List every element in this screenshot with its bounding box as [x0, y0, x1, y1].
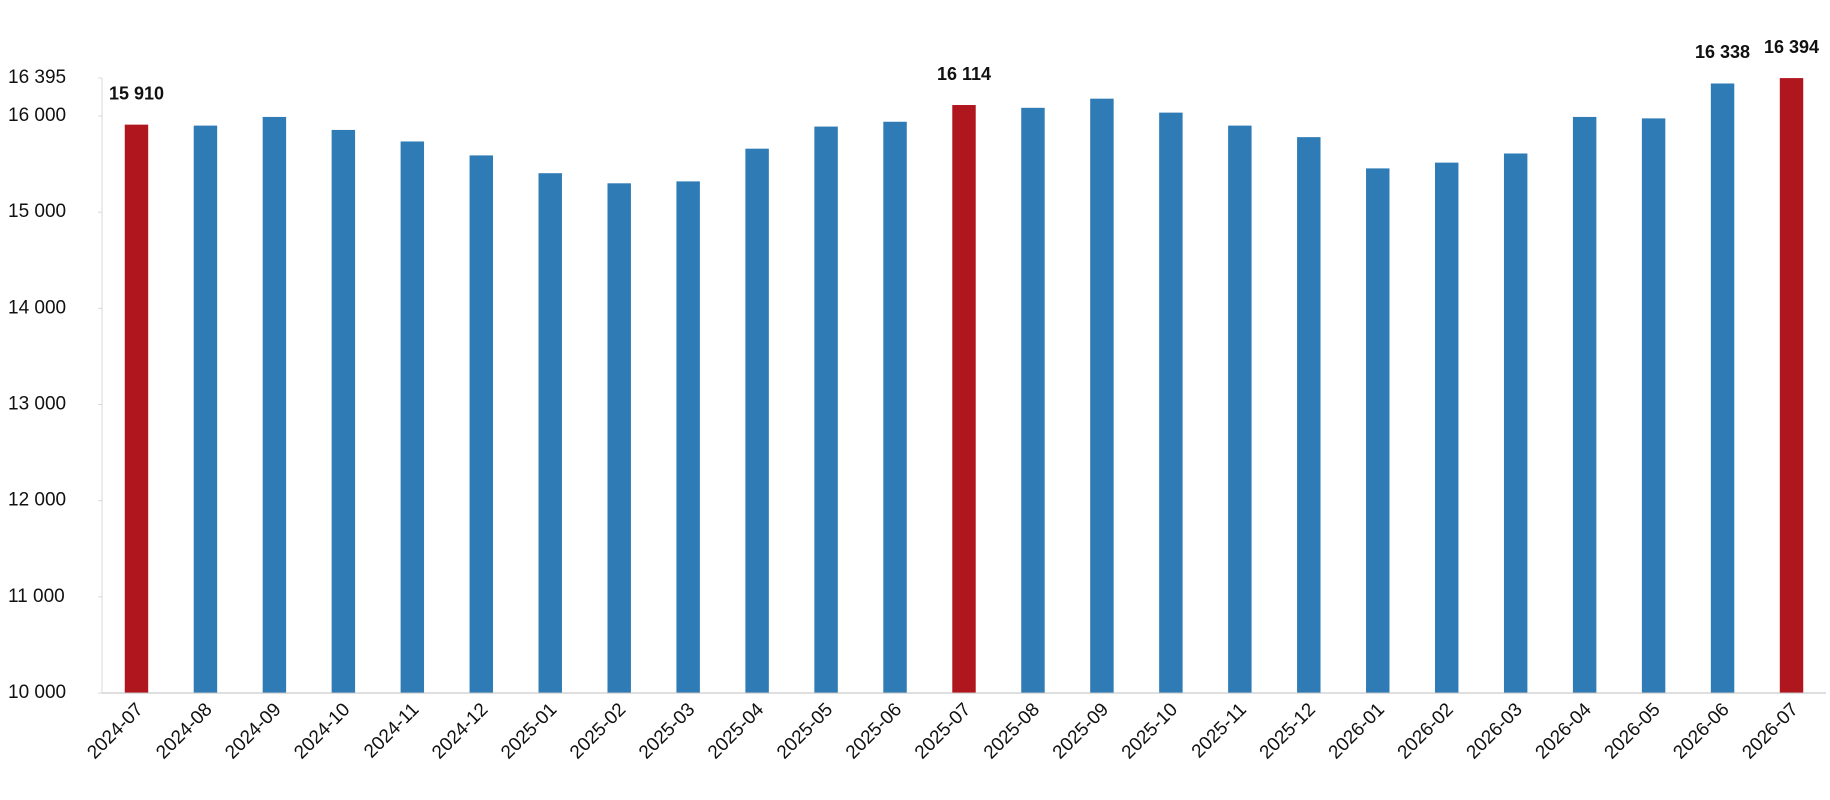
bar [1228, 125, 1252, 694]
bar [1572, 116, 1597, 694]
bar [1779, 78, 1804, 693]
bar [745, 148, 769, 693]
x-tick-label: 2025-09 [1049, 699, 1113, 763]
value-label: 16 338 [1695, 42, 1750, 62]
x-tick-label: 2024-11 [360, 699, 423, 762]
x-tick-label: 2025-02 [566, 699, 630, 763]
x-tick-label: 2024-07 [83, 699, 147, 763]
x-tick-label: 2025-05 [773, 699, 837, 763]
bar [1710, 83, 1735, 693]
x-tick-label: 2025-11 [1188, 699, 1251, 762]
value-label: 16 114 [937, 64, 991, 84]
bar [1434, 162, 1459, 694]
bar [1021, 107, 1045, 693]
bar [1297, 137, 1321, 693]
bar [1641, 118, 1666, 693]
y-tick-label: 11 000 [8, 586, 65, 607]
y-tick-label: 10 000 [8, 682, 66, 703]
bar [400, 141, 425, 694]
x-tick-label: 2026-03 [1463, 699, 1527, 763]
bar [883, 121, 907, 694]
x-tick-label: 2026-02 [1394, 699, 1458, 763]
bar [814, 126, 838, 693]
x-tick-label: 2024-10 [290, 699, 354, 763]
bar [193, 125, 218, 694]
y-tick-label: 12 000 [8, 490, 66, 511]
bar [676, 181, 700, 694]
y-tick-label: 16 000 [8, 105, 66, 126]
bar [1090, 98, 1114, 693]
value-label: 16 394 [1764, 37, 1819, 57]
y-tick-label: 14 000 [8, 297, 66, 318]
x-tick-label: 2026-04 [1532, 699, 1596, 763]
x-tick-label: 2026-07 [1738, 699, 1802, 763]
x-tick-label: 2025-12 [1256, 699, 1320, 763]
bar [124, 124, 149, 693]
x-tick-label: 2024-08 [152, 699, 216, 763]
x-tick-label: 2026-06 [1669, 699, 1733, 763]
x-tick-label: 2025-10 [1118, 699, 1182, 763]
bar [1366, 168, 1390, 693]
x-tick-label: 2025-01 [497, 699, 561, 763]
y-tick-label: 15 000 [8, 201, 66, 222]
x-tick-label: 2025-07 [911, 699, 975, 763]
bar [538, 173, 562, 693]
x-tick-label: 2026-05 [1601, 699, 1665, 763]
bar [331, 129, 356, 693]
x-tick-label: 2025-03 [635, 699, 699, 763]
bar [262, 116, 287, 694]
bar [952, 105, 976, 694]
bar [607, 183, 631, 693]
y-tick-label: 16 395 [8, 67, 66, 88]
x-tick-label: 2025-04 [704, 699, 768, 763]
x-tick-label: 2025-06 [842, 699, 906, 763]
bar [1159, 112, 1183, 694]
bar [469, 155, 494, 693]
value-label: 15 910 [109, 83, 164, 103]
y-tick-label: 13 000 [8, 394, 66, 415]
x-tick-label: 2026-01 [1325, 699, 1389, 763]
x-tick-label: 2025-08 [980, 699, 1044, 763]
bar [1503, 153, 1528, 694]
x-tick-label: 2024-09 [221, 699, 285, 763]
x-tick-label: 2024-12 [428, 699, 492, 763]
